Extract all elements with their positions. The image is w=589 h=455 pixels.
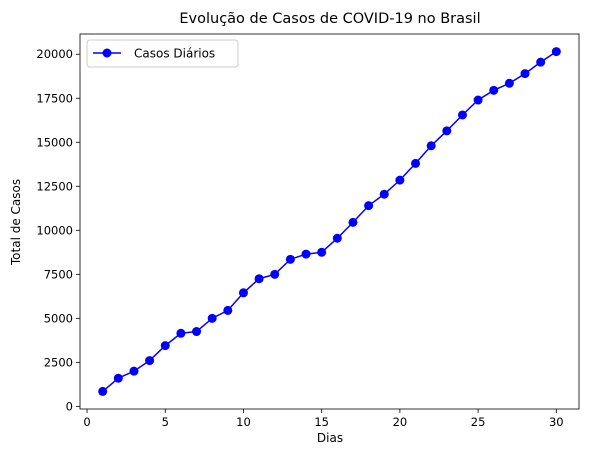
- x-axis-label: Dias: [317, 431, 343, 445]
- data-point: [364, 201, 374, 211]
- x-tick-label: 5: [162, 415, 169, 429]
- axis-ticks: 0 5 10 15 20 25 30 0 2500 5000 7500 10000 12500 15000…: [36, 47, 563, 429]
- legend: Casos Diários: [86, 39, 239, 68]
- data-point: [348, 217, 358, 227]
- data-point: [270, 269, 280, 279]
- data-point: [207, 313, 217, 323]
- x-tick-label: 20: [393, 415, 408, 429]
- data-point: [223, 305, 233, 315]
- x-tick-label: 25: [471, 415, 486, 429]
- y-tick-label: 10000: [36, 223, 73, 237]
- y-tick-label: 17500: [36, 91, 73, 105]
- series-layer: [98, 47, 561, 396]
- x-tick-label: 10: [236, 415, 251, 429]
- data-point: [442, 126, 452, 136]
- legend-marker-swatch: [102, 48, 112, 58]
- x-tick-label: 30: [549, 415, 564, 429]
- chart-title: Evolução de Casos de COVID-19 no Brasil: [179, 11, 480, 27]
- data-point: [411, 158, 421, 168]
- data-point: [129, 366, 139, 376]
- data-point: [426, 141, 436, 151]
- data-point: [457, 110, 467, 120]
- data-point: [520, 69, 530, 79]
- data-point: [379, 189, 389, 199]
- data-point: [536, 57, 546, 67]
- data-point: [473, 95, 483, 105]
- data-point: [285, 254, 295, 264]
- y-tick-label: 2500: [44, 355, 73, 369]
- legend-box: [86, 39, 239, 68]
- data-point: [98, 386, 108, 396]
- data-point: [504, 78, 514, 88]
- y-tick-label: 15000: [36, 135, 73, 149]
- data-point: [113, 373, 123, 383]
- y-tick-label: 0: [66, 399, 73, 413]
- x-tick-label: 15: [314, 415, 329, 429]
- plot-area: [80, 34, 579, 409]
- data-point: [317, 247, 327, 257]
- data-point: [192, 327, 202, 337]
- y-axis-label: Total de Casos: [9, 179, 23, 266]
- data-point: [176, 328, 186, 338]
- data-point: [238, 288, 248, 298]
- data-point: [160, 341, 170, 351]
- data-point: [254, 274, 264, 284]
- data-point: [145, 356, 155, 366]
- y-tick-label: 12500: [36, 179, 73, 193]
- data-point: [301, 249, 311, 259]
- data-point: [551, 47, 561, 57]
- data-point: [332, 233, 342, 243]
- y-tick-label: 5000: [44, 311, 73, 325]
- data-point: [489, 85, 499, 95]
- x-tick-label: 0: [83, 415, 90, 429]
- y-tick-label: 7500: [44, 267, 73, 281]
- y-tick-label: 20000: [36, 47, 73, 61]
- data-point: [395, 175, 405, 185]
- legend-label: Casos Diários: [134, 47, 215, 61]
- plot-frame: [79, 33, 580, 410]
